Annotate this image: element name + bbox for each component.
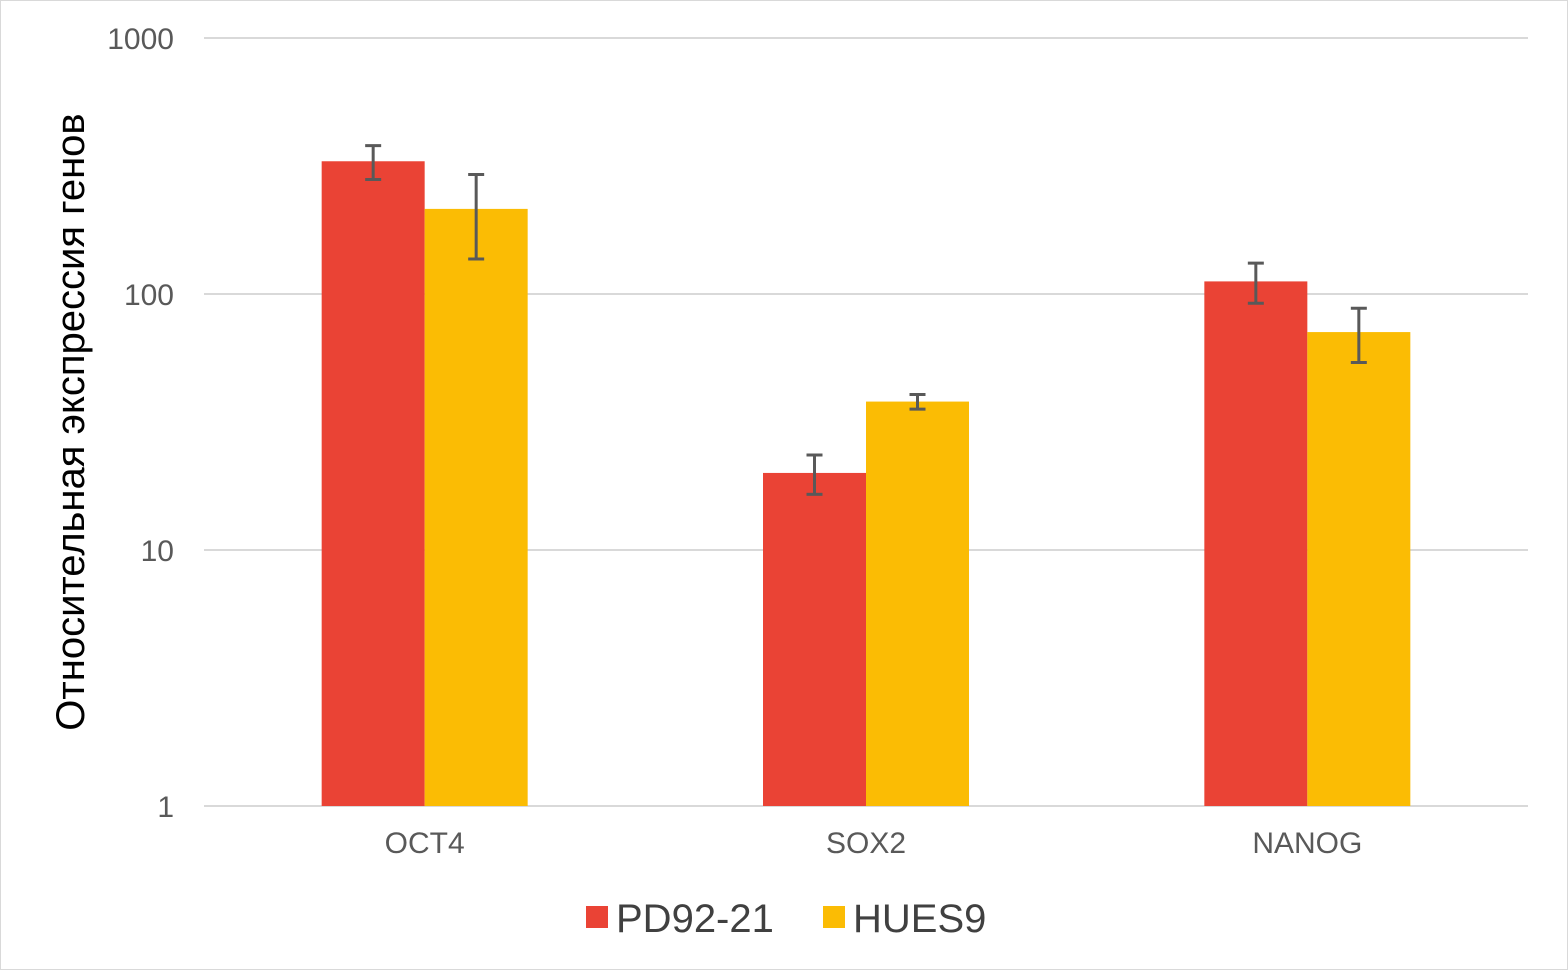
error-bar-sox2-hues9 [909, 392, 926, 411]
bar-oct4-pd92-21 [321, 161, 425, 806]
bar-nanog-pd92-21 [1204, 281, 1308, 807]
legend: PD92-21 HUES9 [586, 897, 986, 941]
error-bar-oct4-pd92-21 [365, 144, 382, 182]
error-bar-sox2-pd92-21 [806, 453, 823, 496]
bar-oct4-hues9 [424, 208, 528, 806]
x-tick-labels: OCT4 SOX2 NANOG [385, 827, 1363, 860]
legend-swatch [586, 906, 608, 928]
legend-label: HUES9 [853, 897, 986, 941]
y-tick-label: 10 [141, 535, 174, 568]
legend-label: PD92-21 [616, 897, 774, 941]
error-bars [365, 144, 1367, 496]
legend-item-pd92-21: PD92-21 [586, 897, 774, 941]
y-tick-label: 100 [124, 279, 174, 312]
y-tick-label: 1 [157, 791, 174, 824]
error-bar-nanog-pd92-21 [1247, 261, 1264, 305]
y-tick-labels: 1 10 100 1000 [107, 23, 174, 824]
x-tick-label: OCT4 [385, 827, 465, 860]
error-bar-oct4-hues9 [468, 172, 485, 261]
bar-sox2-hues9 [866, 401, 969, 806]
error-bar-nanog-hues9 [1350, 306, 1367, 365]
bars [321, 161, 1411, 807]
legend-swatch [823, 906, 845, 928]
legend-item-hues9: HUES9 [823, 897, 986, 941]
y-axis-label: Относительная экспрессия генов [49, 113, 93, 730]
x-tick-label: NANOG [1252, 827, 1362, 860]
bar-nanog-hues9 [1307, 332, 1411, 806]
x-tick-label: SOX2 [826, 827, 906, 860]
y-tick-label: 1000 [107, 23, 174, 56]
bar-sox2-pd92-21 [763, 472, 866, 806]
